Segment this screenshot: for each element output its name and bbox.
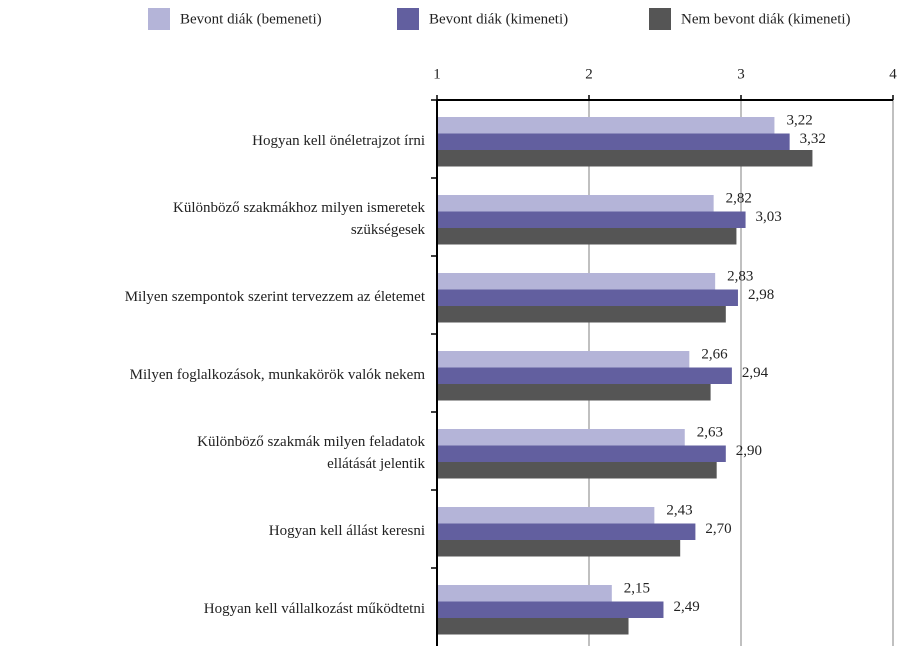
value-label: 2,49 xyxy=(673,599,699,615)
value-label: 2,90 xyxy=(736,443,762,459)
bar xyxy=(437,289,738,306)
bar xyxy=(437,351,690,368)
bar xyxy=(437,117,775,134)
x-tick-label: 3 xyxy=(737,66,745,82)
category-line: szükségesek xyxy=(351,222,426,238)
value-label: 2,15 xyxy=(624,580,650,596)
category-line: Különböző szakmákhoz milyen ismeretek xyxy=(173,200,426,216)
legend-label: Nem bevont diák (kimeneti) xyxy=(681,11,851,27)
value-label: 3,03 xyxy=(756,209,782,225)
bar xyxy=(437,273,716,290)
category-label: Milyen foglalkozások, munkakörök valók n… xyxy=(130,367,426,383)
value-label: 2,70 xyxy=(705,521,731,537)
category-label: Különböző szakmák milyen feladatok ellátá… xyxy=(197,434,425,472)
value-label: 3,22 xyxy=(786,112,812,128)
value-label: 2,98 xyxy=(748,287,774,303)
category-label: Hogyan kell állást keresni xyxy=(269,523,425,539)
category-label: Milyen szempontok szerint tervezzem az é… xyxy=(125,289,426,305)
category-line: Hogyan kell önéletrajzot írni xyxy=(252,133,425,149)
legend-swatch xyxy=(148,8,170,30)
bar xyxy=(437,507,655,524)
legend-label: Bevont diák (bemeneti) xyxy=(180,11,322,27)
bar xyxy=(437,306,726,323)
category-line: ellátását jelentik xyxy=(327,456,425,472)
value-label: 2,94 xyxy=(742,365,769,381)
category-label: Hogyan kell vállalkozást működtetni xyxy=(204,601,425,617)
value-label: 2,43 xyxy=(666,502,692,518)
category-line: Különböző szakmák milyen feladatok xyxy=(197,434,425,450)
bar xyxy=(437,150,813,167)
value-label: 2,83 xyxy=(727,268,753,284)
category-label: Hogyan kell önéletrajzot írni xyxy=(252,133,425,149)
bar xyxy=(437,601,664,618)
x-tick-label: 2 xyxy=(585,66,593,82)
value-label: 2,82 xyxy=(726,190,752,206)
bar xyxy=(437,195,714,212)
bar xyxy=(437,540,681,557)
category-line: Hogyan kell állást keresni xyxy=(269,523,425,539)
value-label: 3,32 xyxy=(800,131,826,147)
bar xyxy=(437,462,717,479)
value-label: 2,66 xyxy=(701,346,728,362)
x-tick-label: 1 xyxy=(433,66,441,82)
bar xyxy=(437,585,612,602)
category-line: Milyen foglalkozások, munkakörök valók n… xyxy=(130,367,426,383)
legend-swatch xyxy=(397,8,419,30)
bar xyxy=(437,523,696,540)
legend-swatch xyxy=(649,8,671,30)
bar xyxy=(437,367,732,384)
category-label: Különböző szakmákhoz milyen ismeretek szü… xyxy=(173,200,426,238)
bar xyxy=(437,429,685,446)
x-tick-label: 4 xyxy=(889,66,897,82)
category-line: Hogyan kell vállalkozást működtetni xyxy=(204,601,425,617)
value-label: 2,63 xyxy=(697,424,723,440)
legend-label: Bevont diák (kimeneti) xyxy=(429,11,568,27)
bar xyxy=(437,618,629,635)
bar xyxy=(437,384,711,401)
category-line: Milyen szempontok szerint tervezzem az é… xyxy=(125,289,426,305)
bar xyxy=(437,133,790,150)
bar xyxy=(437,445,726,462)
bar xyxy=(437,211,746,228)
bar xyxy=(437,228,737,245)
